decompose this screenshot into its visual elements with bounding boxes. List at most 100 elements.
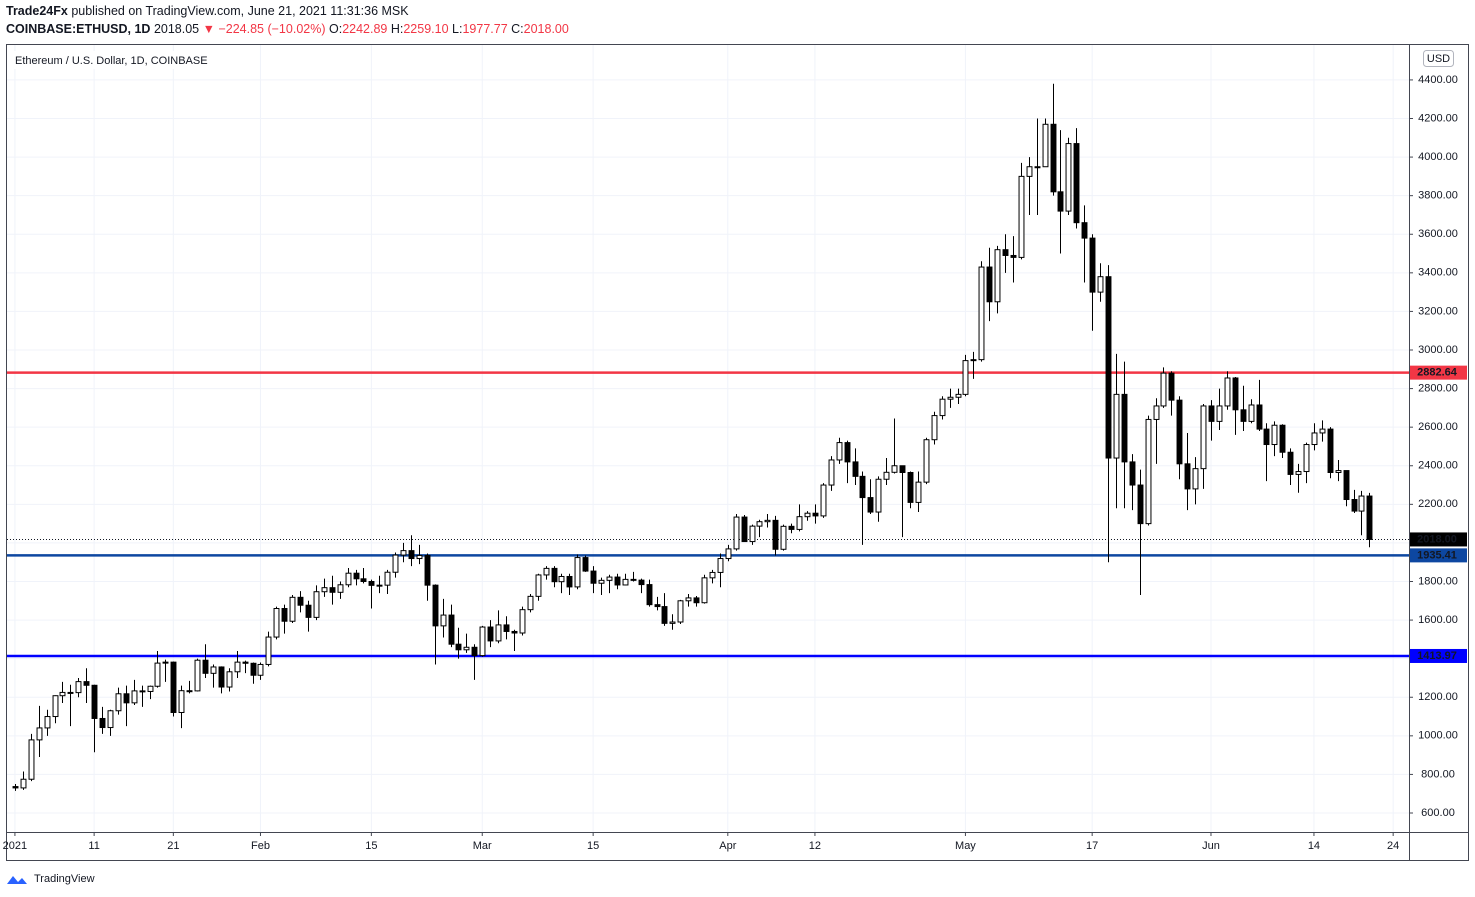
candle-body (329, 587, 336, 593)
l-value: 1977.77 (462, 22, 507, 36)
candle-body (503, 624, 510, 632)
candle-body (273, 608, 280, 638)
candle-body (1303, 444, 1310, 473)
candle-body (852, 461, 859, 477)
candle-body (345, 572, 352, 586)
candle-body (994, 249, 1001, 303)
candle-body (440, 614, 447, 627)
candle-body (28, 739, 35, 780)
candle-body (669, 621, 676, 624)
level-label-bg (1410, 365, 1467, 380)
candle-body (495, 624, 502, 642)
candle-body (875, 478, 882, 513)
candle-body (1168, 372, 1175, 401)
frame (6, 44, 1469, 861)
candle-body (693, 597, 700, 604)
o-label: O: (329, 22, 342, 36)
candle-body (1010, 254, 1017, 258)
candle-body (1073, 143, 1080, 224)
level-label: 1935.41 (1417, 549, 1457, 561)
candle-body (1097, 276, 1104, 293)
candle-body (1279, 424, 1286, 453)
symbol: COINBASE:ETHUSD, 1D (6, 22, 150, 36)
x-tick-label: 24 (1387, 840, 1399, 852)
candle-body (1105, 276, 1112, 459)
candle-body (289, 596, 296, 622)
candle-body (883, 471, 890, 480)
candle-body (242, 661, 249, 664)
candle-body (923, 439, 930, 483)
candle-body (622, 578, 629, 586)
candle-body (551, 567, 558, 583)
x-tick-label: 14 (1308, 840, 1320, 852)
y-tick-label: 2400.00 (1418, 460, 1458, 472)
x-tick-label: Feb (251, 840, 270, 852)
candle-body (376, 584, 383, 587)
candle-body (75, 681, 82, 694)
candle-body (210, 666, 217, 674)
candle-body (1137, 484, 1144, 525)
candle-body (1287, 451, 1294, 475)
y-tick-label: 1000.00 (1418, 730, 1458, 742)
candle-body (749, 525, 756, 543)
candle-body (36, 727, 43, 741)
candle-body (978, 266, 985, 361)
candle-body (59, 691, 66, 697)
candle-body (479, 626, 486, 657)
candle-body (1121, 393, 1128, 463)
candle-body (590, 570, 597, 584)
candle-body (83, 681, 90, 686)
candle-body (638, 579, 645, 586)
y-tick-label: 2200.00 (1418, 498, 1458, 510)
candle-body (646, 584, 653, 606)
candle-body (1184, 463, 1191, 490)
x-tick-label: 11 (88, 840, 99, 852)
candle-body (202, 659, 209, 674)
candle-body (741, 516, 748, 543)
candle-body (844, 442, 851, 463)
candle-body (1248, 404, 1255, 422)
candle-body (432, 584, 439, 627)
candle-body (962, 360, 969, 395)
candle-body (123, 693, 130, 704)
candle-body (52, 695, 59, 718)
candle-body (147, 685, 154, 692)
h-value: 2259.10 (403, 22, 448, 36)
candle-body (986, 266, 993, 303)
candle-body (867, 497, 874, 513)
last: 2018.05 (154, 22, 199, 36)
candle-body (891, 465, 898, 473)
candle-body (194, 659, 201, 692)
candle-body (1081, 222, 1088, 239)
candle-body (107, 710, 114, 729)
candle-body (1319, 428, 1326, 434)
candle-body (178, 690, 185, 713)
candle-body (1129, 461, 1136, 486)
candle-body (424, 554, 431, 586)
candle-body (804, 512, 811, 518)
last-price-label: 2018.00 (1417, 533, 1457, 545)
axis-labels: 600.00800.001000.001200.001400.001600.00… (3, 74, 1458, 852)
candle-body (756, 521, 763, 527)
candle-body (1232, 377, 1239, 411)
candle-body (780, 525, 787, 550)
candle-body (859, 475, 866, 499)
candle-body (701, 577, 708, 604)
y-tick-label: 3200.00 (1418, 305, 1458, 317)
candle-body (154, 662, 161, 687)
candle-body (899, 465, 906, 474)
candle-body (139, 690, 146, 693)
candle-body (939, 398, 946, 417)
candle-body (353, 572, 360, 580)
candle-body (281, 608, 288, 622)
c-label: C: (511, 22, 524, 36)
h-label: H: (391, 22, 404, 36)
candle-body (1351, 499, 1358, 512)
candle-body (527, 595, 534, 611)
candle-body (970, 359, 977, 362)
candle-body (820, 484, 827, 517)
candle-body (1002, 249, 1009, 256)
candle-body (250, 662, 257, 676)
candle-body (1358, 495, 1365, 512)
